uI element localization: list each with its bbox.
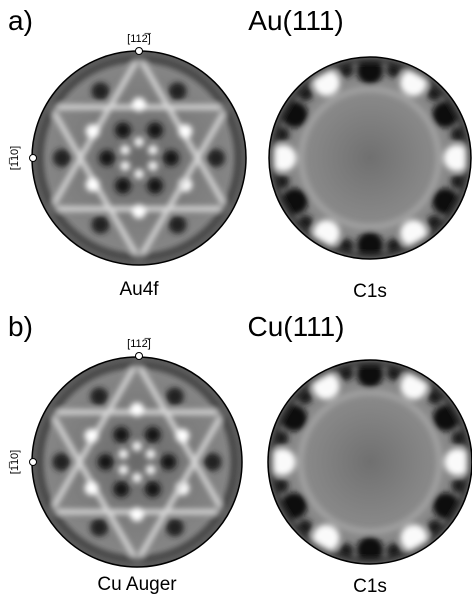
diffraction-pattern — [269, 57, 471, 259]
spot — [145, 427, 161, 443]
spot — [146, 449, 156, 459]
diffraction-pattern — [32, 357, 242, 567]
caption: C1s — [353, 576, 387, 597]
spot — [120, 161, 130, 171]
spot — [147, 122, 163, 138]
spot — [115, 122, 131, 138]
spot — [130, 508, 144, 522]
spot — [85, 429, 99, 443]
spot — [146, 465, 156, 475]
spot — [113, 427, 129, 443]
figure: a) Au(111) [112̅] [1̅10] Au4f C1s b) Cu(… — [0, 0, 472, 603]
direction-marker — [136, 48, 143, 55]
caption: C1s — [353, 281, 387, 302]
spot — [147, 178, 163, 194]
spot — [169, 82, 187, 100]
panel-label: a) — [8, 5, 33, 36]
spot — [132, 473, 142, 483]
spot — [148, 145, 158, 155]
top-direction: [112̅] — [127, 338, 152, 350]
spot — [91, 82, 109, 100]
spot — [52, 453, 70, 471]
spot — [53, 149, 71, 167]
spot — [86, 124, 100, 138]
spot — [86, 178, 100, 192]
side-direction: [1̅10] — [9, 146, 21, 170]
spot — [178, 124, 192, 138]
spot — [118, 465, 128, 475]
spot — [134, 137, 144, 147]
spot — [161, 454, 177, 470]
spot — [175, 429, 189, 443]
spot — [99, 150, 115, 166]
spot — [90, 388, 108, 406]
diffraction-pattern — [32, 51, 246, 265]
spot — [166, 518, 184, 536]
direction-marker — [30, 155, 37, 162]
spot — [90, 518, 108, 536]
panel-label: b) — [8, 311, 33, 342]
diffraction-pattern — [268, 360, 472, 564]
spot — [118, 449, 128, 459]
caption: Cu Auger — [97, 574, 177, 595]
spot — [145, 481, 161, 497]
spot — [98, 454, 114, 470]
panel-title: Cu(111) — [247, 311, 344, 342]
direction-marker — [136, 353, 143, 360]
caption: Au4f — [119, 279, 159, 300]
spot — [91, 216, 109, 234]
panel-b: b) Cu(111) [112̅] [1̅10] Cu Auger C1s — [8, 311, 472, 597]
spot — [115, 178, 131, 194]
spot — [207, 149, 225, 167]
spot — [85, 481, 99, 495]
spot — [169, 216, 187, 234]
spot — [132, 98, 146, 112]
spot — [132, 205, 146, 219]
spot — [120, 145, 130, 155]
top-direction: [112̅] — [127, 33, 152, 45]
spot — [166, 388, 184, 406]
spot — [130, 403, 144, 417]
spot — [134, 169, 144, 179]
panel-title: Au(111) — [248, 5, 343, 36]
panel-a: a) Au(111) [112̅] [1̅10] Au4f C1s — [8, 5, 471, 302]
direction-marker — [30, 459, 37, 466]
spot — [163, 150, 179, 166]
side-direction: [1̅10] — [9, 450, 21, 474]
spot — [113, 481, 129, 497]
spot — [204, 453, 222, 471]
spot — [148, 161, 158, 171]
spot — [132, 441, 142, 451]
